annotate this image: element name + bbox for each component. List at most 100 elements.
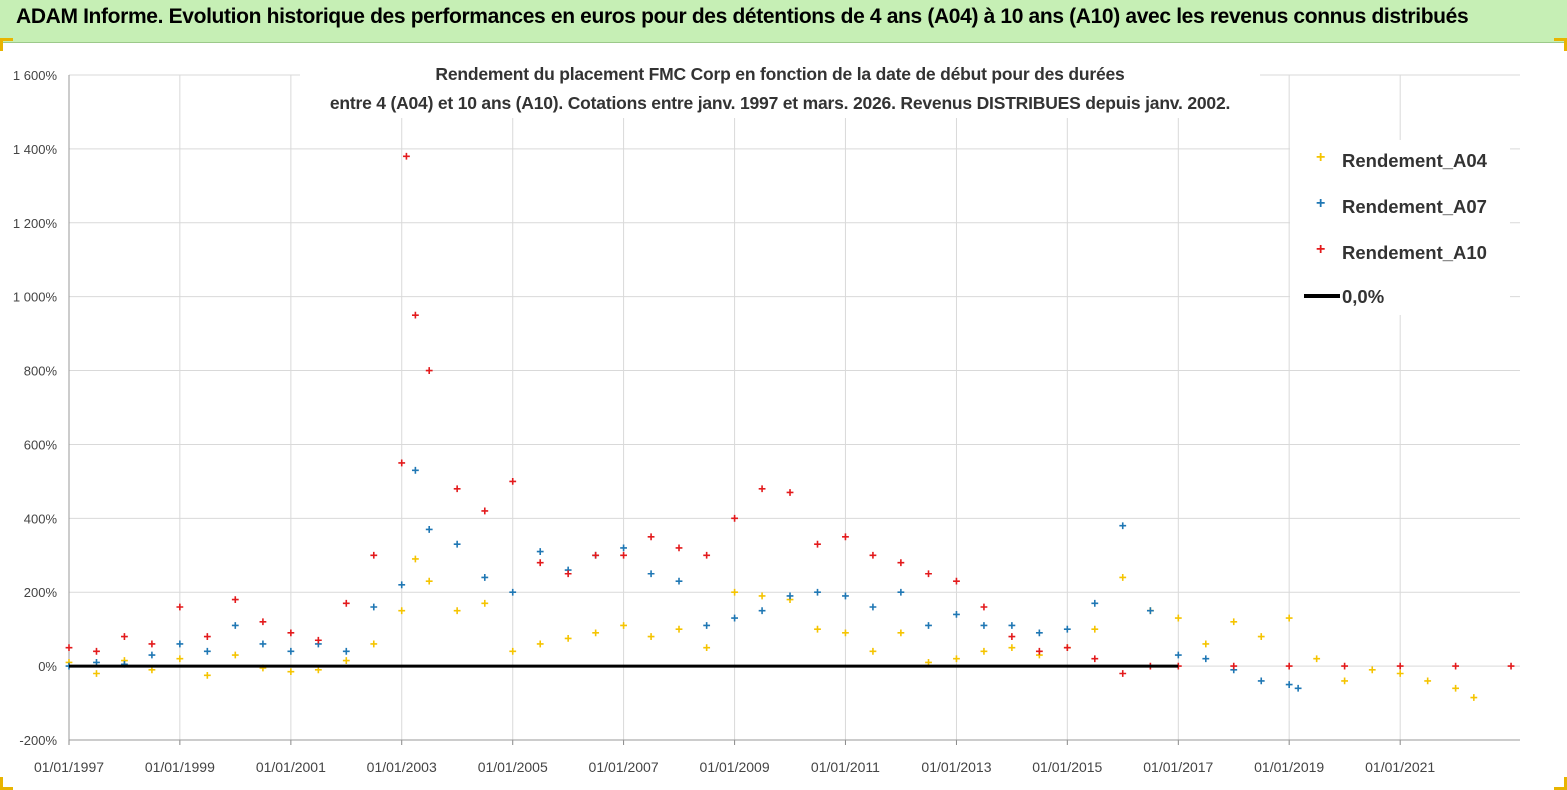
data-point-rendement_a10 bbox=[620, 551, 627, 559]
data-point-rendement_a04 bbox=[425, 577, 433, 585]
data-point-rendement_a07 bbox=[425, 526, 433, 533]
data-point-rendement_a07 bbox=[1294, 684, 1302, 692]
y-tick-label: 800% bbox=[24, 364, 58, 379]
data-point-rendement_a10 bbox=[1396, 662, 1404, 670]
data-point-rendement_a10 bbox=[342, 599, 350, 607]
chart-title-line1: Rendement du placement FMC Corp en fonct… bbox=[435, 64, 1125, 84]
data-point-rendement_a04 bbox=[620, 622, 627, 629]
x-tick-label: 01/01/2013 bbox=[921, 759, 991, 775]
data-point-rendement_a04 bbox=[1008, 644, 1016, 652]
data-point-rendement_a10 bbox=[731, 514, 738, 522]
data-point-rendement_a10 bbox=[231, 596, 239, 604]
legend-item-a07: + Rendement_A07 bbox=[1290, 192, 1510, 222]
data-point-rendement_a10 bbox=[403, 152, 410, 160]
data-point-rendement_a07 bbox=[453, 540, 461, 548]
data-point-rendement_a04 bbox=[675, 625, 683, 633]
data-point-rendement_a10 bbox=[1119, 670, 1127, 677]
data-point-rendement_a04 bbox=[1091, 625, 1099, 633]
data-point-rendement_a10 bbox=[425, 367, 433, 374]
data-point-rendement_a07 bbox=[287, 647, 295, 655]
data-point-rendement_a04 bbox=[1202, 640, 1210, 648]
data-point-rendement_a10 bbox=[314, 636, 322, 644]
data-point-rendement_a10 bbox=[1091, 655, 1099, 663]
data-point-rendement_a04 bbox=[1368, 666, 1376, 674]
data-point-rendement_a10 bbox=[370, 551, 378, 559]
y-tick-label: 0% bbox=[38, 659, 57, 674]
data-point-rendement_a07 bbox=[481, 574, 489, 581]
chart-legend: + Rendement_A04 + Rendement_A07 + Rendem… bbox=[1290, 140, 1510, 315]
legend-line-zero bbox=[1304, 294, 1340, 298]
x-tick-label: 01/01/2005 bbox=[478, 759, 548, 775]
data-point-rendement_a10 bbox=[259, 618, 267, 626]
data-point-rendement_a07 bbox=[758, 607, 766, 615]
data-point-rendement_a07 bbox=[1008, 622, 1016, 629]
corner-mark-top-left bbox=[0, 38, 13, 51]
data-point-rendement_a10 bbox=[564, 570, 572, 578]
legend-label-a04: Rendement_A04 bbox=[1342, 150, 1487, 171]
data-point-rendement_a10 bbox=[1063, 644, 1071, 652]
data-point-rendement_a07 bbox=[1119, 522, 1127, 530]
data-point-rendement_a10 bbox=[592, 551, 600, 559]
data-point-rendement_a07 bbox=[980, 622, 988, 629]
header-bar: ADAM Informe. Evolution historique des p… bbox=[0, 0, 1567, 43]
data-point-rendement_a10 bbox=[453, 485, 461, 493]
data-point-rendement_a04 bbox=[953, 655, 960, 663]
data-point-rendement_a04 bbox=[1470, 694, 1478, 701]
data-point-rendement_a07 bbox=[370, 603, 378, 611]
y-tick-label: 1 200% bbox=[13, 216, 58, 231]
data-point-rendement_a07 bbox=[897, 588, 905, 596]
x-tick-label: 01/01/2003 bbox=[367, 759, 437, 775]
data-point-rendement_a07 bbox=[1146, 607, 1154, 615]
data-point-rendement_a10 bbox=[398, 459, 406, 467]
data-point-rendement_a04 bbox=[342, 657, 350, 664]
data-point-rendement_a10 bbox=[1341, 662, 1348, 670]
data-point-rendement_a07 bbox=[1285, 681, 1293, 688]
data-point-rendement_a10 bbox=[1452, 662, 1460, 670]
data-point-rendement_a04 bbox=[980, 647, 988, 655]
data-point-rendement_a07 bbox=[703, 622, 711, 629]
data-point-rendement_a10 bbox=[148, 640, 156, 648]
x-tick-label: 01/01/2009 bbox=[700, 759, 770, 775]
legend-marker-a07: + bbox=[1316, 195, 1326, 212]
data-point-rendement_a10 bbox=[980, 603, 988, 611]
x-tick-label: 01/01/2001 bbox=[256, 759, 326, 775]
data-point-rendement_a10 bbox=[1008, 633, 1016, 640]
data-point-rendement_a04 bbox=[564, 635, 572, 642]
data-point-rendement_a07 bbox=[148, 651, 156, 659]
data-point-rendement_a07 bbox=[675, 577, 683, 585]
data-point-rendement_a04 bbox=[481, 599, 489, 607]
x-tick-label: 01/01/1997 bbox=[34, 759, 104, 775]
data-point-rendement_a10 bbox=[758, 485, 766, 493]
data-point-rendement_a04 bbox=[1174, 614, 1182, 622]
data-point-rendement_a10 bbox=[647, 533, 655, 541]
data-point-rendement_a04 bbox=[509, 647, 517, 655]
data-point-rendement_a04 bbox=[370, 640, 378, 648]
data-point-rendement_a07 bbox=[731, 614, 738, 622]
data-point-rendement_a10 bbox=[203, 633, 211, 640]
data-point-rendement_a07 bbox=[1257, 677, 1265, 685]
data-point-rendement_a07 bbox=[231, 622, 239, 629]
data-point-rendement_a04 bbox=[897, 629, 905, 637]
y-tick-label: 1 000% bbox=[13, 290, 58, 305]
data-point-rendement_a04 bbox=[869, 647, 877, 655]
data-point-rendement_a04 bbox=[1230, 618, 1238, 626]
x-tick-label: 01/01/2007 bbox=[589, 759, 659, 775]
legend-item-zero: 0,0% bbox=[1290, 282, 1510, 312]
legend-label-zero: 0,0% bbox=[1342, 286, 1385, 307]
data-point-rendement_a07 bbox=[1202, 655, 1210, 663]
data-point-rendement_a07 bbox=[1174, 651, 1182, 659]
legend-item-a10: + Rendement_A10 bbox=[1290, 238, 1510, 268]
y-tick-label: 600% bbox=[24, 437, 58, 452]
data-point-rendement_a04 bbox=[1313, 655, 1321, 663]
data-point-rendement_a10 bbox=[536, 559, 544, 567]
data-point-rendement_a07 bbox=[411, 466, 419, 474]
corner-mark-bottom-left bbox=[0, 777, 13, 790]
data-point-rendement_a10 bbox=[411, 311, 419, 319]
data-point-rendement_a10 bbox=[953, 577, 960, 585]
data-point-rendement_a04 bbox=[536, 640, 544, 648]
legend-label-a07: Rendement_A07 bbox=[1342, 196, 1487, 217]
data-point-rendement_a10 bbox=[897, 559, 905, 567]
data-point-rendement_a10 bbox=[93, 647, 100, 655]
x-tick-label: 01/01/2021 bbox=[1365, 759, 1435, 775]
